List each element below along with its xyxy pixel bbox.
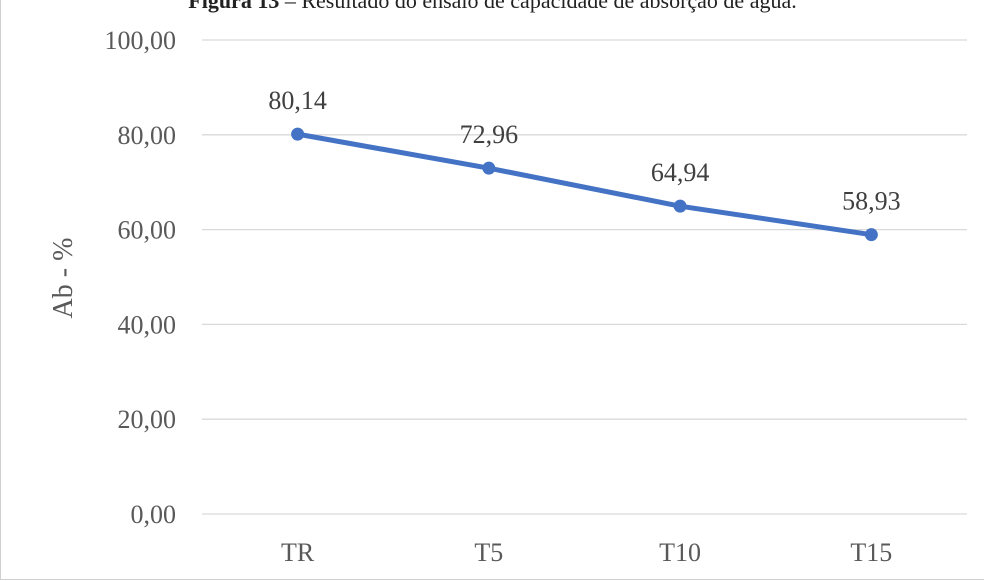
y-tick-label-1: 20,00	[118, 405, 177, 434]
figure-caption: Figura 13 – Resultado do ensaio de capac…	[0, 0, 985, 14]
data-label-1: 72,96	[460, 120, 519, 149]
gridlines	[202, 39, 967, 515]
x-tick-label-3: T15	[850, 538, 892, 567]
series-layer	[291, 127, 878, 242]
y-tick-label-0: 0,00	[131, 500, 177, 529]
data-label-0: 80,14	[268, 86, 327, 115]
series-line-0	[295, 131, 874, 238]
data-point-3	[864, 228, 878, 242]
figure-caption-number: Figura 13	[188, 0, 280, 13]
figure-caption-text: – Resultado do ensaio de capacidade de a…	[279, 0, 797, 13]
data-point-2	[673, 199, 687, 213]
data-label-2: 64,94	[651, 158, 710, 187]
data-labels: 80,14 72,96 64,94 58,93	[268, 86, 900, 216]
x-tick-label-2: T10	[659, 538, 701, 567]
y-axis-ticks: 0,00 20,00 40,00 60,00 80,00 100,00	[105, 26, 177, 529]
x-tick-label-1: T5	[474, 538, 503, 567]
y-tick-label-2: 40,00	[118, 310, 177, 339]
y-tick-label-4: 80,00	[118, 121, 177, 150]
y-tick-label-3: 60,00	[118, 216, 177, 245]
y-axis-title: Ab - %	[48, 238, 79, 319]
x-axis-ticks: TR T5 T10 T15	[281, 538, 892, 567]
x-tick-label-0: TR	[281, 538, 315, 567]
data-point-0	[291, 127, 305, 141]
data-label-3: 58,93	[842, 187, 901, 216]
y-tick-label-5: 100,00	[105, 26, 177, 55]
data-point-1	[482, 161, 496, 175]
